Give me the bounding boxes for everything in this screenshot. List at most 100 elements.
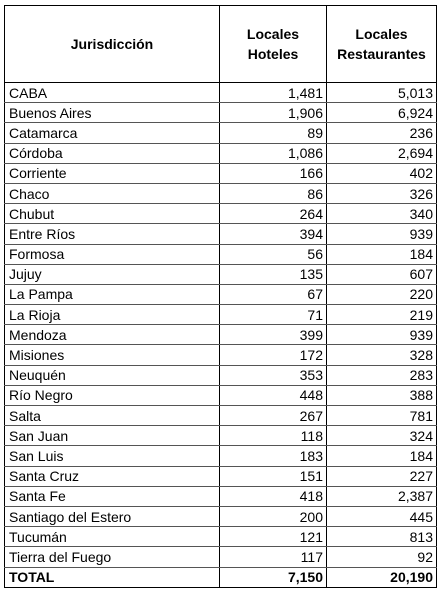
cell-hoteles: 71 [219, 304, 327, 326]
cell-restaurantes: 607 [326, 264, 437, 285]
table-row: Buenos Aires 1,906 6,924 [4, 102, 437, 124]
cell-jurisdiccion: Santa Cruz [4, 466, 220, 487]
cell-restaurantes: 326 [326, 183, 437, 205]
cell-hoteles: 200 [219, 506, 327, 528]
cell-jurisdiccion: La Pampa [4, 284, 220, 306]
cell-restaurantes: 324 [326, 425, 437, 447]
table-row: Mendoza 399 939 [4, 324, 437, 346]
cell-jurisdiccion: Chaco [4, 183, 220, 205]
cell-hoteles: 89 [219, 122, 327, 144]
cell-restaurantes: 813 [326, 526, 437, 548]
cell-jurisdiccion: Chubut [4, 203, 220, 225]
cell-hoteles: 267 [219, 405, 327, 427]
table-row: La Rioja 71 219 [4, 304, 437, 326]
header-locales-hoteles: Locales Hoteles [219, 5, 327, 83]
cell-jurisdiccion: Santiago del Estero [4, 506, 220, 528]
table-row: Tierra del Fuego 117 92 [4, 546, 437, 568]
cell-restaurantes: 6,924 [326, 102, 437, 124]
table-row: Chaco 86 326 [4, 183, 437, 205]
cell-hoteles: 1,086 [219, 143, 327, 164]
cell-hoteles: 1,481 [219, 82, 327, 104]
cell-hoteles: 118 [219, 425, 327, 447]
header-restaurantes-line2: Restaurantes [337, 46, 426, 62]
cell-jurisdiccion: Corriente [4, 163, 220, 184]
cell-restaurantes: 184 [326, 445, 437, 467]
cell-restaurantes: 939 [326, 324, 437, 346]
cell-restaurantes: 2,694 [326, 143, 437, 164]
cell-hoteles: 166 [219, 163, 327, 184]
cell-hoteles: 151 [219, 466, 327, 487]
cell-jurisdiccion: Córdoba [4, 143, 220, 164]
table-row: Misiones 172 328 [4, 344, 437, 366]
jurisdiction-table: Jurisdicción Locales Hoteles Locales Res… [4, 5, 437, 588]
table-row: Río Negro 448 388 [4, 385, 437, 407]
cell-jurisdiccion: Tucumán [4, 526, 220, 548]
cell-restaurantes: 388 [326, 385, 437, 407]
cell-jurisdiccion: Formosa [4, 244, 220, 265]
header-hoteles-line1: Locales [246, 26, 300, 42]
table-row: La Pampa 67 220 [4, 284, 437, 306]
table-row: Santa Cruz 151 227 [4, 466, 437, 487]
header-row: Jurisdicción Locales Hoteles Locales Res… [4, 5, 437, 83]
cell-hoteles: 353 [219, 365, 327, 386]
cell-restaurantes: 939 [326, 223, 437, 245]
cell-jurisdiccion: Neuquén [4, 365, 220, 386]
cell-restaurantes: 402 [326, 163, 437, 184]
cell-restaurantes: 340 [326, 203, 437, 225]
table-row: Santa Fe 418 2,387 [4, 486, 437, 507]
header-hoteles-line2: Hoteles [247, 46, 299, 62]
cell-restaurantes: 781 [326, 405, 437, 427]
cell-jurisdiccion: Catamarca [4, 122, 220, 144]
total-restaurantes: 20,190 [326, 566, 437, 588]
header-jurisdiccion-label: Jurisdicción [70, 36, 154, 52]
cell-jurisdiccion: Tierra del Fuego [4, 546, 220, 568]
total-row: TOTAL 7,150 20,190 [4, 566, 437, 588]
cell-hoteles: 448 [219, 385, 327, 407]
cell-restaurantes: 220 [326, 284, 437, 306]
cell-jurisdiccion: La Rioja [4, 304, 220, 326]
cell-restaurantes: 328 [326, 344, 437, 366]
cell-restaurantes: 236 [326, 122, 437, 144]
cell-restaurantes: 283 [326, 365, 437, 386]
table-header: Jurisdicción Locales Hoteles Locales Res… [4, 5, 437, 83]
table-row: Santiago del Estero 200 445 [4, 506, 437, 528]
cell-hoteles: 264 [219, 203, 327, 225]
cell-hoteles: 1,906 [219, 102, 327, 124]
cell-restaurantes: 5,013 [326, 82, 437, 104]
header-jurisdiccion: Jurisdicción [4, 5, 220, 83]
cell-hoteles: 56 [219, 244, 327, 265]
cell-hoteles: 117 [219, 546, 327, 568]
cell-restaurantes: 92 [326, 546, 437, 568]
cell-hoteles: 183 [219, 445, 327, 467]
cell-jurisdiccion: San Juan [4, 425, 220, 447]
total-label: TOTAL [4, 566, 220, 588]
table-row: Salta 267 781 [4, 405, 437, 427]
cell-jurisdiccion: Entre Ríos [4, 223, 220, 245]
cell-restaurantes: 2,387 [326, 486, 437, 507]
cell-jurisdiccion: Jujuy [4, 264, 220, 285]
table-row: Neuquén 353 283 [4, 365, 437, 386]
header-restaurantes-line1: Locales [355, 26, 408, 42]
cell-jurisdiccion: San Luis [4, 445, 220, 467]
cell-hoteles: 394 [219, 223, 327, 245]
cell-jurisdiccion: CABA [4, 82, 220, 104]
table-row: CABA 1,481 5,013 [4, 82, 437, 104]
cell-jurisdiccion: Santa Fe [4, 486, 220, 507]
cell-hoteles: 418 [219, 486, 327, 507]
cell-jurisdiccion: Salta [4, 405, 220, 427]
cell-jurisdiccion: Río Negro [4, 385, 220, 407]
table-row: San Juan 118 324 [4, 425, 437, 447]
table-row: Entre Ríos 394 939 [4, 223, 437, 245]
cell-jurisdiccion: Buenos Aires [4, 102, 220, 124]
table-row: Catamarca 89 236 [4, 122, 437, 144]
cell-hoteles: 399 [219, 324, 327, 346]
cell-restaurantes: 227 [326, 466, 437, 487]
table-row: Corriente 166 402 [4, 163, 437, 184]
cell-jurisdiccion: Mendoza [4, 324, 220, 346]
table-row: Córdoba 1,086 2,694 [4, 143, 437, 164]
cell-hoteles: 121 [219, 526, 327, 548]
cell-restaurantes: 219 [326, 304, 437, 326]
cell-hoteles: 67 [219, 284, 327, 306]
table-row: Formosa 56 184 [4, 244, 437, 265]
cell-restaurantes: 184 [326, 244, 437, 265]
